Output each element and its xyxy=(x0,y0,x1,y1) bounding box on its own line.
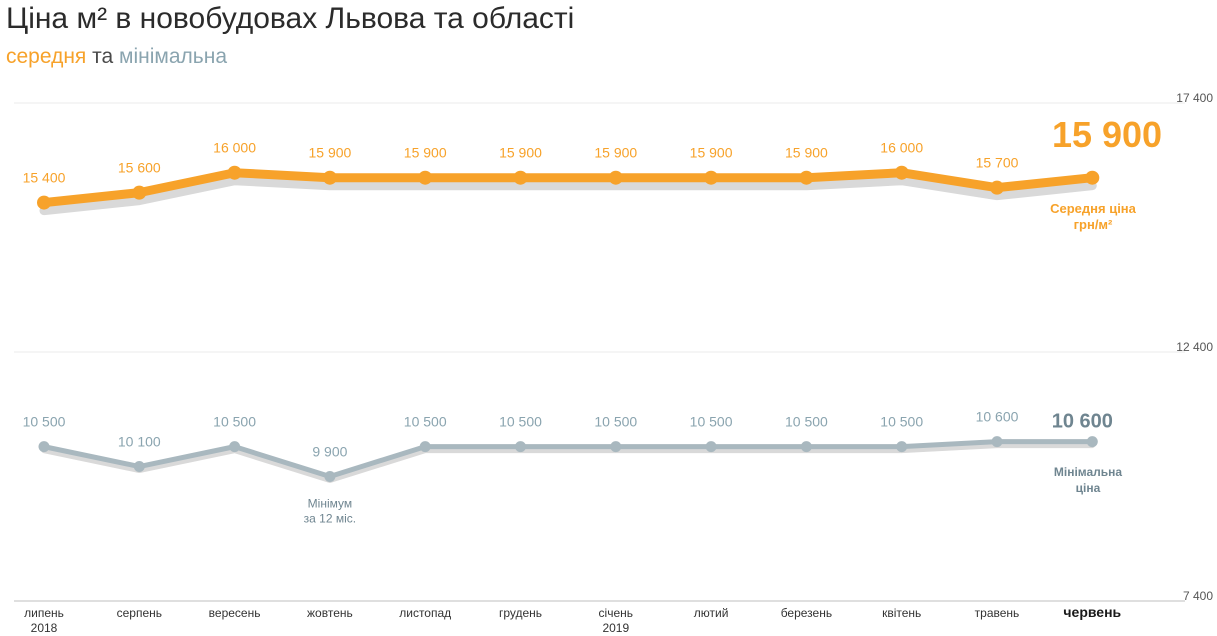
data-point-min xyxy=(705,441,717,453)
data-label-min: 10 500 xyxy=(690,414,733,430)
chart-title: Ціна м² в новобудовах Львова та області xyxy=(6,2,575,35)
x-tick-label: березень xyxy=(781,606,832,620)
x-tick-label: вересень xyxy=(209,606,261,620)
y-tick-label: 12 400 xyxy=(1176,340,1213,354)
data-point-avg xyxy=(513,170,528,185)
data-point-min xyxy=(800,441,812,453)
data-label-min: 10 500 xyxy=(594,414,637,430)
data-point-avg xyxy=(1085,170,1100,185)
data-point-avg xyxy=(132,185,147,200)
series-line-min xyxy=(41,439,1095,479)
data-point-min xyxy=(610,441,622,453)
data-label-avg: 15 900 xyxy=(499,145,542,161)
x-tick-label: травень xyxy=(975,606,1020,620)
data-label-avg: 16 000 xyxy=(213,140,256,156)
data-point-min xyxy=(419,441,431,453)
x-tick-label: квітень xyxy=(882,606,921,620)
data-label-min: 10 600 xyxy=(976,409,1019,425)
annotation-minimum: за 12 міс. xyxy=(304,512,356,526)
data-label-min: 10 500 xyxy=(499,414,542,430)
data-point-avg xyxy=(704,170,719,185)
data-label-avg: 16 000 xyxy=(880,140,923,156)
data-label-avg: 15 400 xyxy=(23,170,66,186)
series-line-avg xyxy=(39,168,1097,208)
data-label-min: 10 500 xyxy=(404,414,447,430)
data-label-min: 10 500 xyxy=(785,414,828,430)
y-tick-label: 17 400 xyxy=(1176,91,1213,105)
data-point-min xyxy=(896,441,908,453)
data-point-min xyxy=(229,441,241,453)
data-label-avg: 15 700 xyxy=(976,155,1019,171)
data-label-min: 10 100 xyxy=(118,434,161,450)
data-point-min xyxy=(324,471,336,482)
data-label-min: 10 600 xyxy=(1052,411,1113,433)
data-point-avg xyxy=(37,195,51,210)
data-label-min: 10 500 xyxy=(880,414,923,430)
data-label-avg: 15 900 xyxy=(404,145,447,161)
x-tick-year: 2019 xyxy=(602,621,629,635)
x-tick-label: січень xyxy=(599,606,633,620)
data-point-avg xyxy=(799,170,814,185)
data-label-min: 10 500 xyxy=(213,414,256,430)
series-end-label-avg: грн/м² xyxy=(1074,217,1113,232)
x-tick-year: 2018 xyxy=(31,621,58,635)
chart-subtitle: середня та мінімальна xyxy=(6,45,227,69)
data-label-avg: 15 900 xyxy=(1052,114,1162,155)
data-point-min xyxy=(133,461,145,473)
series-shadow-avg xyxy=(39,176,1097,216)
data-label-avg: 15 900 xyxy=(594,145,637,161)
data-point-min xyxy=(1086,436,1098,448)
data-label-avg: 15 600 xyxy=(118,160,161,176)
subtitle-and: та xyxy=(86,45,120,68)
data-point-avg xyxy=(227,165,242,180)
data-point-avg xyxy=(990,180,1004,195)
y-tick-label: 7 400 xyxy=(1183,589,1213,603)
x-tick-label: серпень xyxy=(117,606,162,620)
data-label-avg: 15 900 xyxy=(690,145,733,161)
x-tick-label: жовтень xyxy=(307,606,353,620)
data-label-min: 10 500 xyxy=(23,414,66,430)
data-point-avg xyxy=(608,170,623,185)
series-shadow-min xyxy=(41,443,1095,483)
data-label-avg: 15 900 xyxy=(308,145,351,161)
data-point-min xyxy=(991,436,1003,448)
series-end-label-min: Мінімальна xyxy=(1054,465,1123,479)
data-label-min: 9 900 xyxy=(312,444,347,460)
data-point-avg xyxy=(894,165,909,180)
series-end-label-min: ціна xyxy=(1076,481,1101,495)
x-tick-label: липень xyxy=(24,606,64,620)
data-point-min xyxy=(515,441,526,453)
series-end-label-avg: Середня ціна xyxy=(1050,201,1137,216)
x-tick-label: листопад xyxy=(399,606,451,620)
x-tick-label: грудень xyxy=(499,606,542,620)
data-point-avg xyxy=(322,170,337,185)
data-label-avg: 15 900 xyxy=(785,145,828,161)
subtitle-average: середня xyxy=(6,45,87,68)
annotation-minimum: Мінімум xyxy=(308,497,352,511)
data-point-min xyxy=(38,441,50,453)
data-point-avg xyxy=(418,170,433,185)
subtitle-minimum: мінімальна xyxy=(119,45,227,68)
x-tick-label: червень xyxy=(1063,604,1121,620)
x-tick-label: лютий xyxy=(694,606,729,620)
